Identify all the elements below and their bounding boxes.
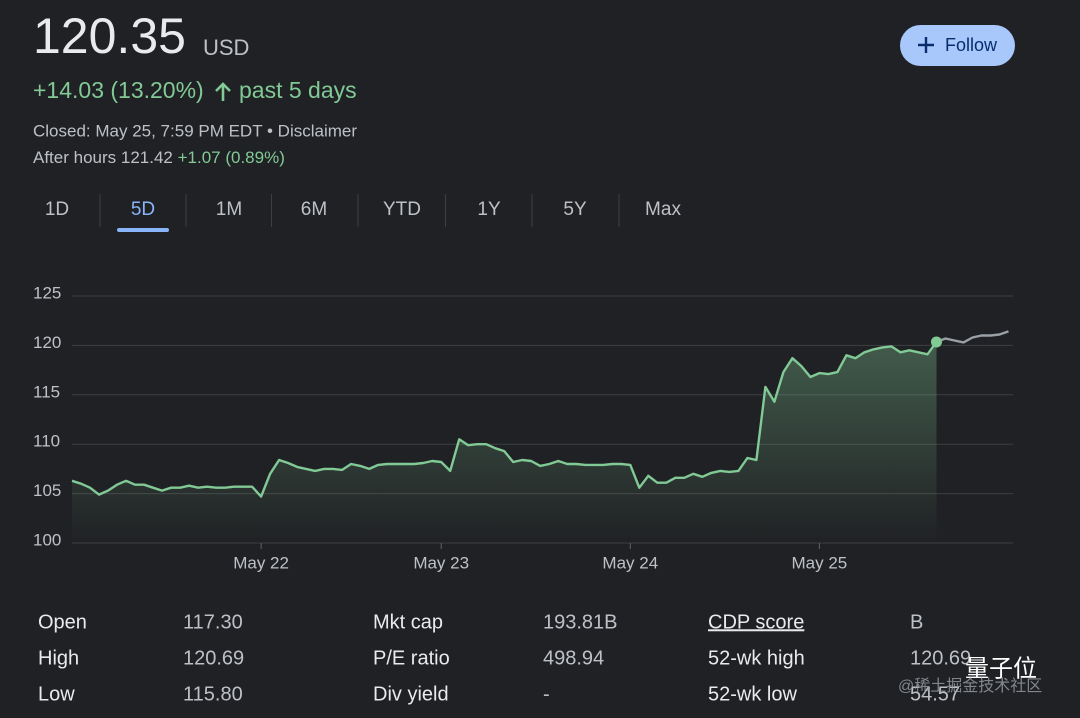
up-arrow (215, 82, 231, 101)
y-tick-label: 115 (33, 382, 60, 401)
close-dot (930, 336, 942, 348)
x-tick-label: May 25 (792, 553, 848, 572)
range-tab[interactable]: 1Y (477, 199, 501, 220)
stat-value: 193.81B (543, 611, 618, 633)
watermark-source: @稀土掘金技术社区 (898, 677, 1042, 695)
y-tick-label: 125 (33, 283, 61, 302)
y-tick-label: 105 (33, 481, 61, 500)
chart: 100 105 110 115 120 125 May 22 May 23 May 24 May … (33, 283, 1013, 572)
x-tick-label: May 23 (413, 553, 469, 572)
stat-value: 54.57 (910, 683, 960, 705)
stat-label: High (38, 647, 79, 669)
range-tab[interactable]: 1D (45, 199, 69, 220)
period: past 5 days (239, 77, 357, 103)
range-tab[interactable]: YTD (383, 199, 421, 220)
stat-value: 498.94 (543, 647, 604, 669)
watermark-brand: 量子位 (965, 655, 1037, 682)
stat-value: - (543, 683, 550, 705)
after-hours-price: After hours 121.42 (33, 148, 173, 167)
tab-indicator (117, 228, 169, 232)
stats-table: Open 117.30 Mkt cap 193.81B CDP score B High 12… (38, 611, 971, 705)
plus-icon (918, 37, 934, 53)
range-tab[interactable]: 1M (216, 199, 242, 220)
stat-value: 120.69 (910, 647, 971, 669)
price: 120.35 (33, 8, 186, 64)
y-tick-label: 100 (33, 530, 61, 549)
range-tab[interactable]: Max (645, 199, 681, 220)
stat-label: Low (38, 683, 75, 705)
stat-value: 115.80 (183, 683, 243, 705)
stat-label: P/E ratio (373, 647, 450, 669)
y-tick-label: 120 (33, 333, 61, 352)
price-line (71, 341, 938, 498)
range-tabs: 1D 5D 1M 6M YTD 1Y 5Y Max (45, 194, 681, 232)
stat-value: 120.69 (183, 647, 244, 669)
stat-value: 117.30 (183, 611, 243, 633)
after-hours-line (936, 330, 1009, 344)
price-area (72, 341, 937, 543)
stat-value: B (910, 611, 923, 633)
after-hours-change: +1.07 (0.89%) (178, 148, 285, 167)
stat-label: 52-wk high (708, 647, 805, 669)
stat-label: Mkt cap (373, 611, 443, 633)
stat-label: Open (38, 611, 87, 633)
x-tick-label: May 24 (602, 553, 658, 572)
y-tick-label: 110 (33, 432, 60, 451)
follow-bg[interactable] (900, 25, 1015, 66)
stat-label: CDP score (708, 611, 804, 633)
range-tab[interactable]: 5Y (563, 199, 587, 220)
range-tab[interactable]: 6M (301, 199, 327, 220)
stat-label: 52-wk low (708, 683, 797, 705)
follow-button[interactable]: Follow (900, 25, 1015, 66)
range-tab[interactable]: 5D (131, 199, 155, 220)
closed-note: Closed: May 25, 7:59 PM EDT • Disclaimer (33, 121, 357, 140)
x-tick-label: May 22 (233, 553, 289, 572)
after-hours: After hours 121.42 +1.07 (0.89%) (33, 148, 285, 167)
change: +14.03 (13.20%) (33, 77, 204, 103)
follow-label[interactable]: Follow (945, 35, 998, 55)
stat-label: Div yield (373, 683, 449, 705)
currency: USD (203, 35, 249, 60)
